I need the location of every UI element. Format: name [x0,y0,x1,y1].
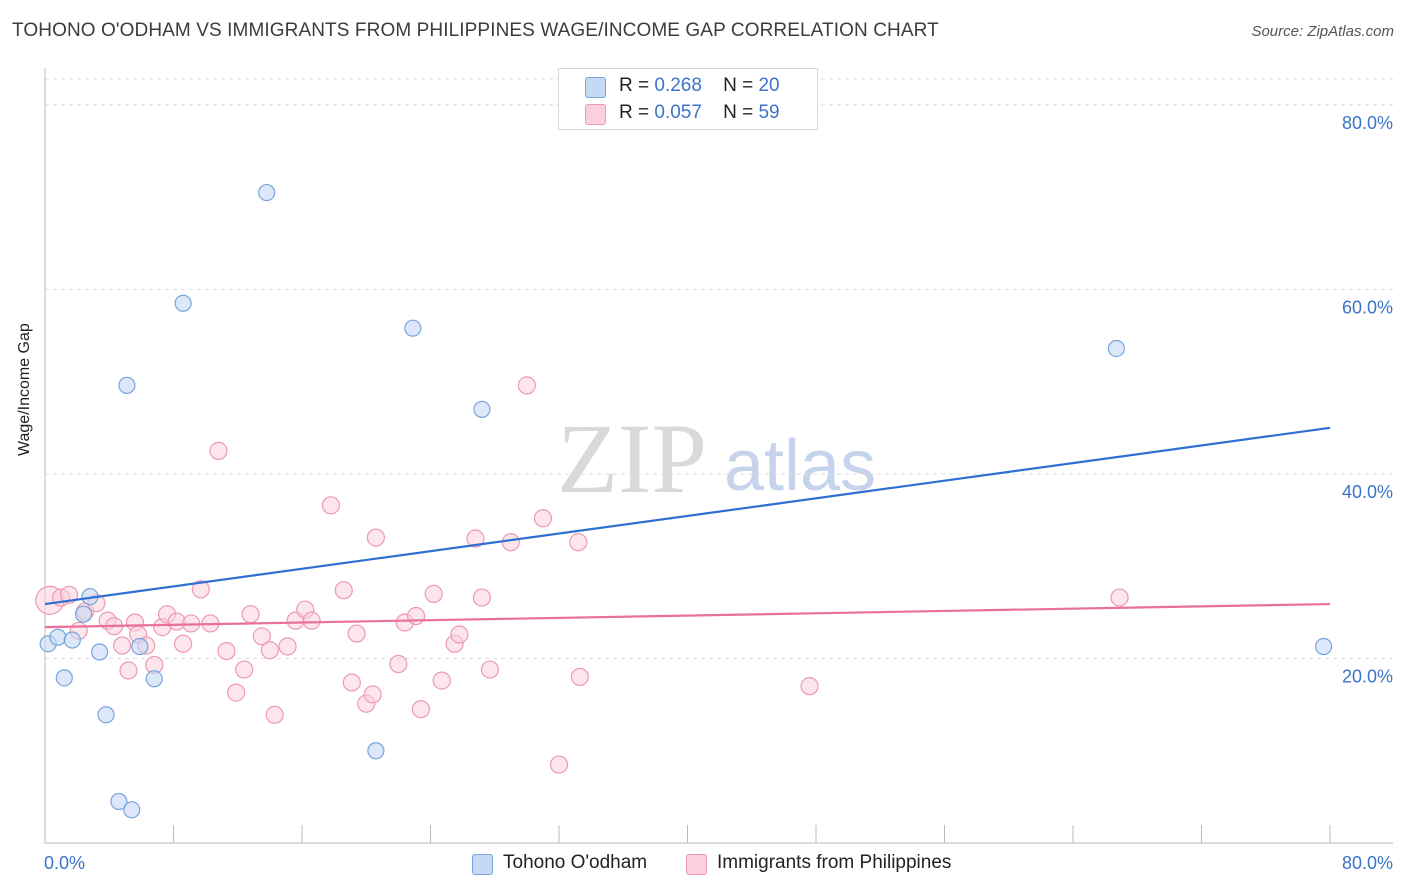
x-tick-label: 80.0% [1342,853,1393,873]
point-philippines [533,509,553,528]
point-tohono [145,670,163,688]
point-tohono [55,669,73,687]
x-tick-label: 0.0% [44,853,85,873]
bottom-legend-swatch-blue [472,854,493,875]
point-philippines [480,660,500,679]
legend-r-label: R = [619,75,650,96]
watermark-zip: ZIP [557,403,707,514]
point-philippines [450,625,469,644]
point-philippines [389,654,408,674]
point-philippines [570,667,589,687]
point-philippines [501,533,520,552]
legend-n-value: 59 [758,102,780,123]
stats-legend: R = 0.268 N = 20 R = 0.057 N = 59 [558,68,818,130]
legend-n-value: 20 [758,75,780,96]
legend-n-label: N = [723,102,754,123]
chart-title: TOHONO O'ODHAM VS IMMIGRANTS FROM PHILIP… [12,20,939,41]
point-tohono [118,376,136,394]
trendline-philippines [44,602,1331,629]
legend-swatch-pink [585,104,606,125]
bottom-legend-swatch-pink [686,854,707,875]
point-tohono [174,294,192,312]
point-philippines [119,661,138,680]
point-philippines [549,755,569,774]
point-tohono [91,643,109,661]
y-tick-label: 40.0% [1342,482,1393,502]
point-philippines [227,683,246,702]
point-tohono [110,792,128,811]
point-tohono [97,706,115,724]
point-philippines [174,634,193,653]
legend-r-value: 0.057 [654,102,702,123]
y-axis-label: Wage/Income Gap [16,323,33,456]
point-philippines [432,671,451,690]
point-philippines [472,588,491,607]
point-tohono [74,605,93,623]
point-philippines [209,441,228,460]
point-philippines [466,529,485,548]
legend-r-value: 0.268 [654,75,702,96]
point-philippines [321,496,341,515]
watermark: ZIP atlas [557,403,876,514]
point-philippines [252,627,271,646]
point-philippines [366,528,385,547]
point-tohono [63,631,81,649]
point-philippines [517,376,536,395]
y-tick-label: 60.0% [1342,297,1393,317]
point-philippines [424,584,443,603]
y-tick-label: 20.0% [1342,666,1393,686]
legend-swatch-blue [585,77,606,98]
point-philippines [347,624,366,643]
point-philippines [260,641,279,660]
bottom-legend-label: Immigrants from Philippines [717,852,952,873]
point-philippines [217,641,236,661]
point-philippines [569,533,588,552]
point-tohono [131,637,149,656]
legend-r-label: R = [619,102,650,123]
point-philippines [1110,588,1129,607]
legend-n-label: N = [723,75,754,96]
point-philippines [278,637,297,656]
point-tohono [123,801,141,819]
point-tohono [367,742,385,760]
trendline-tohono [44,426,1331,606]
point-philippines [342,673,361,692]
point-philippines [241,605,260,624]
point-tohono [473,400,491,418]
point-philippines [800,677,819,696]
point-philippines [411,700,430,719]
source-credit: Source: ZipAtlas.com [1251,23,1394,40]
point-philippines [265,705,284,724]
bottom-legend-label: Tohono O'odham [503,852,648,873]
point-tohono [258,183,276,202]
point-philippines [363,685,382,704]
point-philippines [406,606,426,626]
point-philippines [235,660,254,679]
point-tohono [1314,637,1333,656]
y-tick-label: 80.0% [1342,113,1393,133]
point-philippines [191,580,210,599]
point-philippines [112,636,132,655]
point-tohono [1107,339,1125,358]
point-philippines [302,611,321,630]
point-tohono [404,319,422,337]
point-tohono [49,628,67,646]
point-philippines [334,581,353,600]
